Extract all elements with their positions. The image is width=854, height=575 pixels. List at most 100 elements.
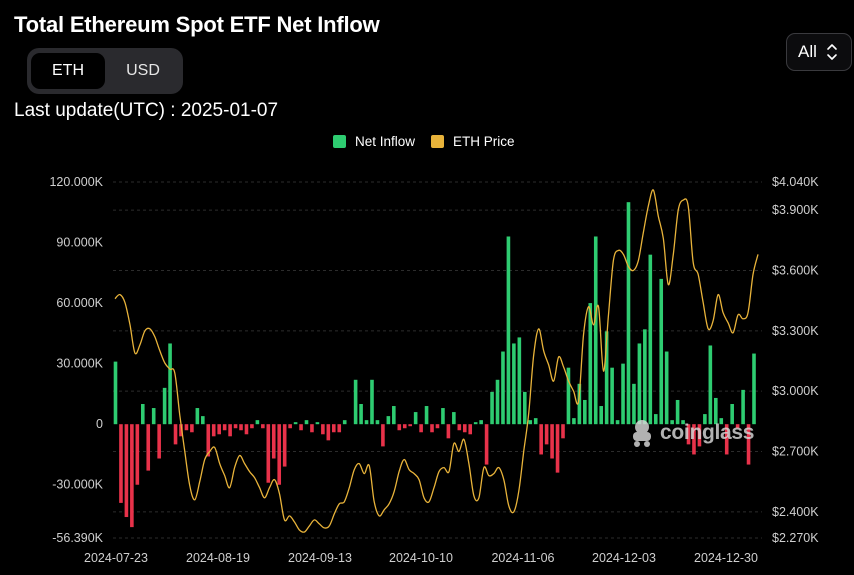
range-select[interactable]: All [786, 33, 852, 71]
inflow-bar [615, 420, 620, 425]
outflow-bar [686, 424, 691, 445]
outflow-bar [402, 424, 407, 429]
inflow-bar [490, 391, 494, 425]
y-left-tick-label: -56.390K [52, 531, 103, 545]
legend-label-eth-price: ETH Price [453, 134, 515, 149]
outflow-bar [697, 424, 702, 447]
legend-item-eth-price[interactable]: ETH Price [431, 134, 515, 149]
usd-toggle-button[interactable]: USD [126, 62, 160, 79]
inflow-bar [664, 351, 669, 425]
last-update-text: Last update(UTC) : 2025-01-07 [14, 100, 279, 121]
x-tick-label: 2024-07-23 [84, 551, 148, 565]
inflow-bar [255, 420, 260, 425]
outflow-bar [408, 424, 412, 427]
inflow-bar [653, 414, 658, 425]
outflow-bar [146, 424, 151, 471]
outflow-bar [288, 424, 292, 429]
outflow-bar [331, 424, 336, 433]
y-left-tick-label: 120.000K [49, 175, 103, 189]
inflow-bar [392, 406, 396, 425]
inflow-bar [604, 331, 609, 425]
outflow-bar [211, 424, 216, 437]
y-right-tick-label: $3.300K [772, 324, 819, 338]
y-right-tick-label: $2.700K [772, 445, 819, 459]
inflow-bar [140, 404, 145, 425]
legend-swatch-net-inflow [333, 135, 346, 148]
inflow-bar [452, 412, 456, 425]
outflow-bar [462, 424, 467, 433]
inflow-bar [195, 408, 200, 425]
inflow-bar [517, 337, 522, 425]
inflow-bar [566, 367, 571, 425]
outflow-bar [419, 424, 423, 433]
inflow-bar [522, 391, 527, 425]
outflow-bar [135, 424, 140, 485]
outflow-bar [468, 424, 473, 435]
inflow-bar [621, 363, 625, 425]
inflow-bar [441, 408, 445, 425]
x-tick-label: 2024-12-30 [694, 551, 758, 565]
inflow-bar [675, 399, 680, 425]
inflow-bar [375, 420, 380, 425]
outflow-bar [550, 424, 554, 459]
coinglass-logo-icon [633, 420, 651, 447]
outflow-bar [337, 424, 342, 433]
inflow-bar [583, 399, 587, 425]
x-tick-label: 2024-09-13 [288, 551, 352, 565]
inflow-bar [370, 379, 374, 425]
inflow-bar [637, 343, 642, 425]
inflow-bar [648, 254, 653, 425]
x-tick-label: 2024-11-06 [491, 551, 554, 565]
inflow-bar [342, 420, 347, 425]
page-title: Total Ethereum Spot ETF Net Inflow [14, 12, 380, 37]
outflow-bar [397, 424, 402, 431]
outflow-bar [544, 424, 549, 445]
outflow-bar [190, 424, 194, 433]
range-select-value: All [798, 42, 817, 61]
inflow-bar [479, 420, 483, 425]
inflow-bar [359, 404, 363, 425]
x-tick-label: 2024-08-19 [186, 551, 250, 565]
y-left-tick-label: 90.000K [56, 236, 103, 250]
inflow-bar [593, 236, 598, 425]
inflow-bar [315, 422, 320, 425]
outflow-bar [539, 424, 543, 455]
inflow-bar [512, 343, 516, 425]
legend-swatch-eth-price [431, 135, 445, 148]
outflow-bar [299, 424, 303, 431]
y-left-tick-label: 0 [96, 417, 103, 431]
outflow-bar [217, 424, 221, 435]
outflow-bar [271, 424, 276, 459]
legend-label-net-inflow: Net Inflow [355, 134, 416, 149]
inflow-bar [413, 412, 418, 425]
inflow-bar [714, 397, 718, 425]
outflow-bar [735, 424, 740, 429]
outflow-bar [266, 424, 271, 483]
inflow-bar [719, 418, 724, 425]
eth-toggle-button[interactable]: ETH [31, 53, 105, 89]
outflow-bar [244, 424, 249, 435]
outflow-bar [555, 424, 560, 473]
outflow-bar [239, 424, 243, 431]
outflow-bar [446, 424, 451, 439]
outflow-bar [173, 424, 178, 445]
outflow-bar [282, 424, 287, 467]
outflow-bar [746, 424, 751, 465]
inflow-bar [533, 418, 538, 425]
legend-item-net-inflow[interactable]: Net Inflow [333, 134, 415, 149]
outflow-bar [228, 424, 232, 437]
outflow-bar [130, 424, 134, 528]
inflow-bar [572, 418, 576, 425]
inflow-bar [681, 420, 685, 425]
watermark-text: coinglass [660, 421, 755, 444]
inflow-bar [201, 416, 205, 425]
inflow-bar [643, 329, 647, 425]
y-right-tick-label: $2.270K [772, 531, 819, 545]
outflow-bar [561, 424, 565, 439]
inflow-bar [610, 367, 614, 425]
y-right-tick-label: $3.000K [772, 384, 819, 398]
outflow-bar [435, 424, 440, 429]
x-tick-label: 2024-10-10 [389, 551, 453, 565]
coinglass-watermark: coinglass [628, 418, 754, 448]
